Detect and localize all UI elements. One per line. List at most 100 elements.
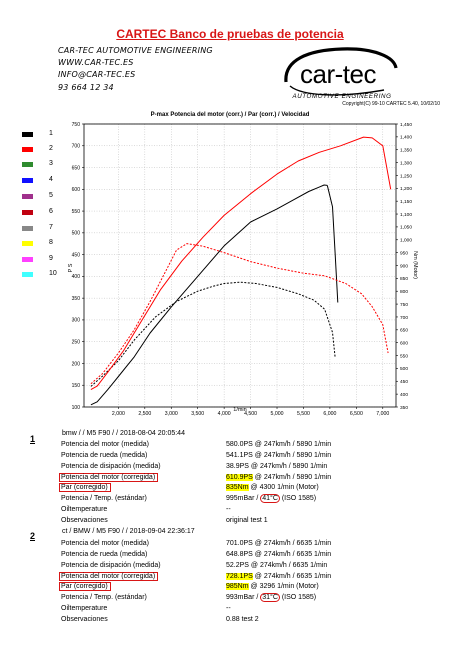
right-tick-label: 750 xyxy=(400,302,408,308)
highlighted-value: 728.1PS xyxy=(226,573,253,580)
left-tick-label: 300 xyxy=(72,318,81,324)
right-axis: 350 400 450 500 550 600 650 700 750 800 850 900 950 1… xyxy=(396,122,412,411)
row-value: 541.1PS @ 247km/h / 5890 1/min xyxy=(226,452,332,459)
highlighted-value: 835Nm xyxy=(226,484,249,491)
right-tick-label: 600 xyxy=(400,340,408,346)
highlight-box: Potencia del motor (corregida) xyxy=(59,473,159,482)
row-label: Potencia de rueda (medida) xyxy=(61,452,148,459)
row-label: Potencia del motor (medida) xyxy=(61,540,149,547)
x-tick-label: 7,000 xyxy=(376,411,389,417)
row-value: -- xyxy=(226,506,231,513)
row-value: 835Nm @ 4300 1/min (Motor) xyxy=(226,484,319,491)
right-tick-label: 500 xyxy=(400,366,408,372)
legend-number: 1 xyxy=(49,130,53,137)
right-tick-label: 900 xyxy=(400,263,408,269)
row-label: Potencia de disipación (medida) xyxy=(61,463,161,470)
row-label: Oiltemperature xyxy=(61,506,108,513)
left-tick-label: 350 xyxy=(72,296,81,302)
logo-tagline: AUTOMOTIVE ENGINEERING xyxy=(291,93,391,100)
highlighted-value: 985Nm xyxy=(226,583,249,590)
row-label: Oiltemperature xyxy=(61,605,108,612)
right-tick-label: 800 xyxy=(400,289,408,295)
plot-frame xyxy=(83,123,397,408)
row-value: 995mBar / 41°C (ISO 1585) xyxy=(226,494,317,503)
x-tick-label: 3,500 xyxy=(191,411,204,417)
value-pre: 993mBar / xyxy=(226,594,261,601)
right-tick-label: 650 xyxy=(400,328,408,334)
legend-number: 4 xyxy=(49,176,53,183)
x-tick-label: 4,500 xyxy=(244,411,257,417)
left-tick-label: 200 xyxy=(72,361,81,367)
y-axis-right-label: Nm (Motor) xyxy=(412,251,418,279)
right-tick-label: 550 xyxy=(400,353,408,359)
run-header: ct / BMW / M5 F90 / / 2018-09-04 22:36:1… xyxy=(62,528,195,535)
value-rest: (ISO 1585) xyxy=(279,594,317,601)
right-tick-label: 1,350 xyxy=(400,148,412,154)
value-rest: (ISO 1585) xyxy=(279,495,317,502)
value-rest: @ 247km/h / 5890 1/min xyxy=(252,474,332,481)
left-axis: 100 150 200 250 300 350 400 450 500 550 600 650 700 7… xyxy=(72,122,84,411)
x-tick-label: 5,000 xyxy=(271,411,284,417)
right-tick-label: 1,300 xyxy=(400,160,412,166)
company-email: INFO@CAR-TEC.ES xyxy=(58,70,136,79)
value-rest: @ 274km/h / 6635 1/min xyxy=(252,573,332,580)
left-tick-label: 150 xyxy=(72,383,81,389)
left-tick-label: 600 xyxy=(72,187,81,193)
right-tick-label: 1,250 xyxy=(400,173,412,179)
x-tick-label: 4,000 xyxy=(218,411,231,417)
cartec-logo: car-tec AUTOMOTIVE ENGINEERING xyxy=(284,47,398,100)
legend-swatch xyxy=(22,162,33,167)
left-tick-label: 100 xyxy=(72,405,81,411)
legend-swatch xyxy=(22,210,33,215)
row-value: 993mBar / 31°C (ISO 1585) xyxy=(226,593,317,602)
value-rest: @ 4300 1/min (Motor) xyxy=(248,484,319,491)
right-tick-label: 950 xyxy=(400,250,408,256)
right-tick-label: 1,400 xyxy=(400,135,412,141)
circled-temperature: 41°C xyxy=(260,494,280,503)
company-website: WWW.CAR-TEC.ES xyxy=(58,58,134,67)
x-axis-label: 1/min xyxy=(233,407,246,413)
legend-swatch xyxy=(22,178,33,183)
row-label-highlighted: Par (corregido) xyxy=(59,582,111,591)
x-tick-label: 5,500 xyxy=(297,411,310,417)
left-tick-label: 450 xyxy=(72,252,81,258)
row-label: Potencia / Temp. (estándar) xyxy=(61,594,147,601)
row-value: 610.9PS @ 247km/h / 5890 1/min xyxy=(226,474,331,481)
legend-swatch xyxy=(22,241,33,246)
highlighted-value: 610.9PS xyxy=(226,474,253,481)
right-tick-label: 350 xyxy=(400,405,408,411)
row-label-highlighted: Potencia del motor (corregida) xyxy=(59,473,159,482)
circled-temperature: 31°C xyxy=(260,593,280,602)
legend-number: 8 xyxy=(49,239,53,246)
right-tick-label: 1,150 xyxy=(400,199,412,205)
left-tick-label: 750 xyxy=(72,122,81,128)
legend-number: 3 xyxy=(49,160,53,167)
row-label: Potencia de rueda (medida) xyxy=(61,551,148,558)
left-tick-label: 250 xyxy=(72,339,81,345)
row-label-highlighted: Potencia del motor (corregida) xyxy=(59,572,159,581)
dyno-chart: 100 150 200 250 300 350 400 450 500 550 600 650 700 7… xyxy=(68,122,418,417)
right-tick-label: 450 xyxy=(400,379,408,385)
legend-number: 7 xyxy=(49,224,53,231)
row-value: 728.1PS @ 274km/h / 6635 1/min xyxy=(226,573,331,580)
right-tick-label: 400 xyxy=(400,392,408,398)
legend-swatch xyxy=(22,226,33,231)
right-tick-label: 850 xyxy=(400,276,408,282)
legend-number: 2 xyxy=(49,145,53,152)
row-value: 38.9PS @ 247km/h / 5890 1/min xyxy=(226,463,328,470)
row-value: 0.88 test 2 xyxy=(226,616,259,623)
run-number: 2 xyxy=(30,531,36,541)
left-tick-label: 700 xyxy=(72,144,81,150)
row-label: Observaciones xyxy=(61,616,108,623)
legend-swatch xyxy=(22,132,33,137)
legend-swatch xyxy=(22,194,33,199)
highlight-box: Par (corregido) xyxy=(59,582,111,591)
y-axis-left-label: P S xyxy=(68,263,74,272)
company-phone: 93 664 12 34 xyxy=(58,83,114,92)
left-tick-label: 500 xyxy=(72,231,81,237)
row-value: 52.2PS @ 274km/h / 6635 1/min xyxy=(226,562,328,569)
right-tick-label: 1,200 xyxy=(400,186,412,192)
chart-grid xyxy=(84,123,396,408)
right-tick-label: 1,100 xyxy=(400,212,412,218)
x-axis: 2,000 2,500 3,000 3,500 4,000 4,500 5,000 5,500… xyxy=(112,407,389,417)
